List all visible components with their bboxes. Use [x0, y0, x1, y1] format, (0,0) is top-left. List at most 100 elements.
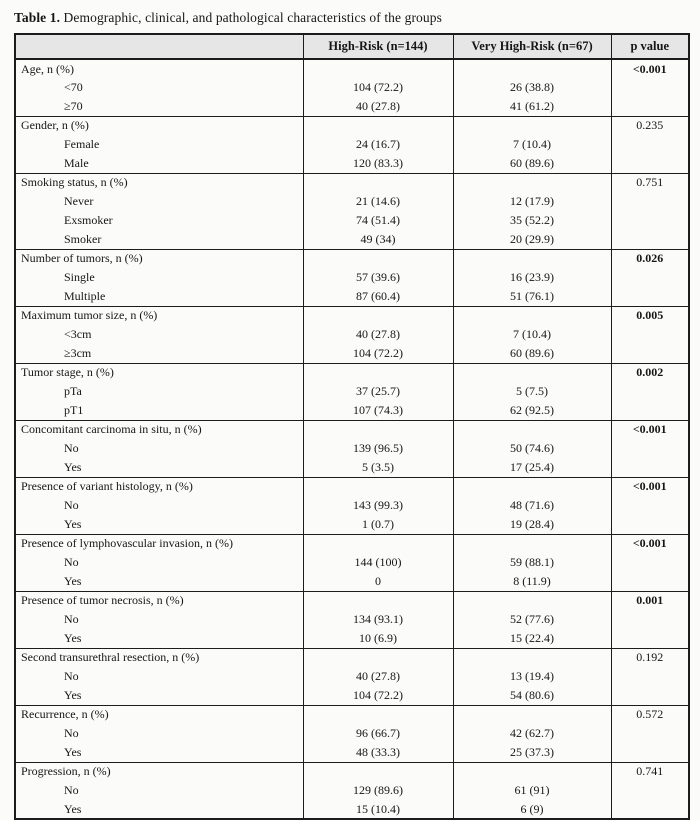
header-characteristic [15, 34, 303, 60]
high-risk-cell [302, 590, 453, 610]
data-row: No 96 (66.7) 42 (62.7) [15, 724, 689, 743]
very-high-risk-cell [452, 172, 611, 192]
row-label: Single [64, 270, 95, 284]
high-risk-cell: 144 (100) [302, 553, 453, 572]
p-value-cell: <0.001 [610, 419, 689, 439]
very-high-risk-cell: 26 (38.8) [452, 78, 611, 97]
section-header-row: Maximum tumor size, n (%) 0.005 [15, 305, 689, 325]
data-row: ≥70 40 (27.8) 41 (61.2) [15, 97, 689, 116]
p-value-cell [610, 344, 689, 363]
data-row: pTa 37 (25.7) 5 (7.5) [15, 382, 689, 401]
very-high-risk-cell: 59 (88.1) [452, 553, 611, 572]
high-risk-cell: 96 (66.7) [302, 724, 453, 743]
section-header-row: Number of tumors, n (%) 0.026 [15, 248, 689, 268]
section-label: Second transurethral resection, n (%) [15, 647, 303, 667]
p-value-cell: 0.002 [610, 362, 689, 382]
section-header-row: Second transurethral resection, n (%) 0.1… [15, 647, 689, 667]
row-label: Exsmoker [64, 213, 113, 227]
p-value-cell [610, 97, 689, 116]
data-row: No 139 (96.5) 50 (74.6) [15, 439, 689, 458]
very-high-risk-cell [452, 647, 611, 667]
very-high-risk-cell: 15 (22.4) [452, 629, 611, 648]
section-label: Presence of variant histology, n (%) [15, 476, 303, 496]
very-high-risk-cell [452, 115, 611, 135]
p-value-cell [610, 458, 689, 477]
table-caption-label: Table 1. [14, 10, 61, 25]
very-high-risk-cell [452, 590, 611, 610]
row-label: No [64, 726, 79, 740]
p-value-cell [610, 401, 689, 420]
data-row: Yes 48 (33.3) 25 (37.3) [15, 743, 689, 762]
data-row: Single 57 (39.6) 16 (23.9) [15, 268, 689, 287]
p-value-cell [610, 667, 689, 686]
row-label: Smoker [64, 231, 102, 246]
p-value-cell [610, 78, 689, 97]
section-header-row: Recurrence, n (%) 0.572 [15, 704, 689, 724]
very-high-risk-cell [452, 533, 611, 553]
high-risk-cell: 87 (60.4) [302, 287, 453, 306]
high-risk-cell [302, 647, 453, 667]
characteristics-table: High-Risk (n=144) Very High-Risk (n=67) … [14, 33, 690, 820]
p-value-cell [610, 287, 689, 306]
row-label: Never [64, 194, 94, 208]
section-label: Gender, n (%) [15, 115, 303, 135]
high-risk-cell: 104 (72.2) [302, 686, 453, 705]
row-label: ≥70 [64, 98, 83, 113]
high-risk-cell: 5 (3.5) [302, 458, 453, 477]
data-row: Exsmoker 74 (51.4) 35 (52.2) [15, 211, 689, 230]
very-high-risk-cell: 12 (17.9) [452, 192, 611, 211]
very-high-risk-cell: 61 (91) [452, 781, 611, 800]
header-row: High-Risk (n=144) Very High-Risk (n=67) … [15, 34, 689, 60]
row-label: Yes [64, 459, 82, 474]
header-high-risk: High-Risk (n=144) [302, 34, 453, 60]
high-risk-cell [302, 476, 453, 496]
p-value-cell [610, 192, 689, 211]
row-label: Yes [64, 744, 82, 759]
row-label: <70 [64, 80, 83, 94]
high-risk-cell: 40 (27.8) [302, 97, 453, 116]
row-label: Yes [64, 573, 82, 588]
p-value-cell: <0.001 [610, 476, 689, 496]
p-value-cell: 0.005 [610, 305, 689, 325]
high-risk-cell: 129 (89.6) [302, 781, 453, 800]
data-row: Yes 15 (10.4) 6 (9) [15, 800, 689, 819]
data-row: Multiple 87 (60.4) 51 (76.1) [15, 287, 689, 306]
data-row: Yes 0 8 (11.9) [15, 572, 689, 591]
data-row: Yes 10 (6.9) 15 (22.4) [15, 629, 689, 648]
row-label: No [64, 669, 79, 683]
p-value-cell [610, 800, 689, 819]
very-high-risk-cell [452, 419, 611, 439]
data-row: No 144 (100) 59 (88.1) [15, 553, 689, 572]
table-caption-text: Demographic, clinical, and pathological … [60, 10, 442, 25]
very-high-risk-cell: 50 (74.6) [452, 439, 611, 458]
high-risk-cell: 120 (83.3) [302, 154, 453, 173]
very-high-risk-cell: 16 (23.9) [452, 268, 611, 287]
very-high-risk-cell [452, 362, 611, 382]
data-row: ≥3cm 104 (72.2) 60 (89.6) [15, 344, 689, 363]
row-label: Yes [64, 801, 82, 816]
high-risk-cell [302, 172, 453, 192]
very-high-risk-cell [452, 58, 611, 78]
very-high-risk-cell: 54 (80.6) [452, 686, 611, 705]
row-label: Multiple [64, 288, 106, 303]
p-value-cell: 0.001 [610, 590, 689, 610]
very-high-risk-cell [452, 305, 611, 325]
p-value-cell: <0.001 [610, 58, 689, 78]
very-high-risk-cell: 13 (19.4) [452, 667, 611, 686]
high-risk-cell [302, 115, 453, 135]
row-label: No [64, 783, 79, 797]
very-high-risk-cell [452, 476, 611, 496]
table-body: Age, n (%) <0.001 <70 104 (72.2) 26 (38.8) ≥7… [15, 58, 689, 819]
p-value-cell [610, 724, 689, 743]
table-header: High-Risk (n=144) Very High-Risk (n=67) … [15, 34, 689, 60]
row-label: No [64, 612, 79, 626]
high-risk-cell: 37 (25.7) [302, 382, 453, 401]
high-risk-cell [302, 248, 453, 268]
row-label: No [64, 441, 79, 455]
p-value-cell [610, 572, 689, 591]
header-very-high-risk: Very High-Risk (n=67) [452, 34, 611, 60]
row-label: <3cm [64, 327, 92, 341]
high-risk-cell: 10 (6.9) [302, 629, 453, 648]
high-risk-cell: 24 (16.7) [302, 135, 453, 154]
